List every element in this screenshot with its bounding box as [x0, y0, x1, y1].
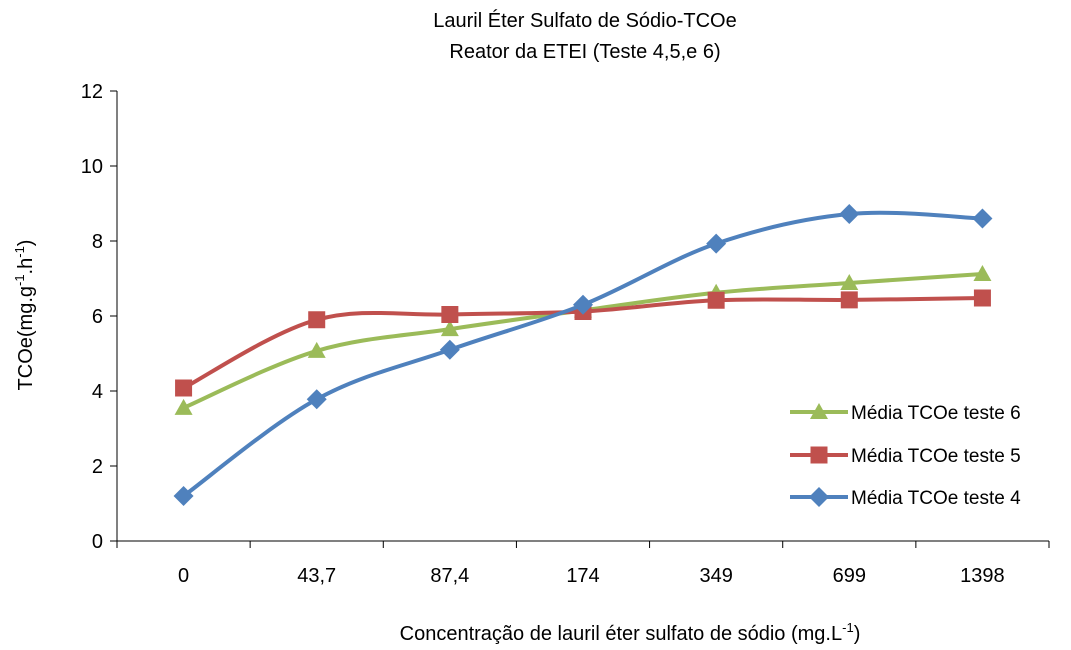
x-tick-label: 1398 — [960, 565, 1005, 587]
data-point-diamond — [439, 339, 460, 360]
x-tick-label: 87,4 — [430, 565, 469, 587]
x-tick-label: 174 — [566, 565, 599, 587]
series-line — [181, 272, 985, 410]
data-point-diamond — [173, 486, 194, 506]
chart-subtitle: Reator da ETEI (Teste 4,5,e 6) — [449, 41, 720, 63]
x-axis-ticks: 0 43,7 87,4 174 349 699 1398 — [116, 541, 1050, 587]
legend-label: Média TCOe teste 6 — [851, 403, 1021, 424]
y-tick-label: 0 — [92, 531, 103, 553]
x-tick-label: 43,7 — [297, 565, 336, 587]
x-tick-label: 699 — [833, 565, 866, 587]
data-point-triangle — [840, 274, 859, 290]
y-tick-label: 8 — [92, 231, 103, 253]
data-point-square — [175, 379, 193, 397]
data-point-diamond — [839, 204, 860, 224]
x-axis-label-main: Concentração de lauril éter sulfato de s… — [400, 623, 842, 645]
chart-title: Lauril Éter Sulfato de Sódio-TCOe — [433, 9, 737, 32]
series-diamond — [173, 204, 993, 506]
legend-item: Média TCOe teste 6 — [790, 403, 1021, 424]
y-axis-ticks: 0 2 4 6 8 10 12 — [81, 81, 117, 553]
data-point-square — [840, 291, 858, 309]
y-axis-label-main: TCOe(mg.g — [15, 286, 37, 390]
legend-item: Média TCOe teste 4 — [790, 487, 1021, 509]
data-point-square — [441, 306, 459, 323]
y-axis-label-end: ) — [15, 240, 37, 247]
y-axis-label-sup2: -1 — [12, 246, 27, 258]
data-point-triangle — [973, 265, 992, 281]
y-tick-label: 12 — [81, 81, 103, 103]
y-tick-label: 4 — [92, 381, 103, 403]
x-axis-label: Concentração de lauril éter sulfato de s… — [400, 620, 861, 645]
x-tick-label: 0 — [178, 565, 189, 587]
data-point-diamond — [706, 233, 727, 254]
legend-marker-triangle — [810, 403, 828, 419]
legend-label: Média TCOe teste 4 — [851, 488, 1021, 509]
legend: Média TCOe teste 6 Média TCOe teste 5 Médi… — [790, 403, 1021, 509]
y-axis-label: TCOe(mg.g-1.h-1) — [12, 240, 37, 391]
axes — [116, 91, 1049, 542]
y-tick-label: 2 — [92, 456, 103, 478]
legend-marker-diamond — [809, 487, 829, 507]
x-tick-label: 349 — [699, 565, 732, 587]
y-axis-label-mid: .h — [15, 258, 37, 275]
x-axis-label-end: ) — [854, 623, 861, 645]
data-point-triangle — [440, 320, 459, 337]
data-point-diamond — [972, 208, 993, 229]
y-tick-label: 6 — [92, 306, 103, 328]
legend-marker-square — [810, 446, 828, 464]
data-point-square — [707, 291, 725, 309]
data-point-triangle — [174, 398, 193, 415]
x-axis-label-sup: -1 — [842, 620, 854, 635]
legend-label: Média TCOe teste 5 — [851, 446, 1021, 467]
y-tick-label: 10 — [81, 156, 103, 178]
y-axis-label-sup1: -1 — [12, 274, 27, 286]
data-point-square — [973, 289, 991, 307]
data-point-square — [308, 311, 326, 329]
legend-item: Média TCOe teste 5 — [790, 446, 1021, 467]
data-point-triangle — [307, 341, 326, 358]
series-layer — [173, 204, 993, 506]
series-triangle — [174, 265, 992, 415]
data-point-diamond — [573, 294, 593, 315]
data-point-diamond — [306, 389, 327, 410]
